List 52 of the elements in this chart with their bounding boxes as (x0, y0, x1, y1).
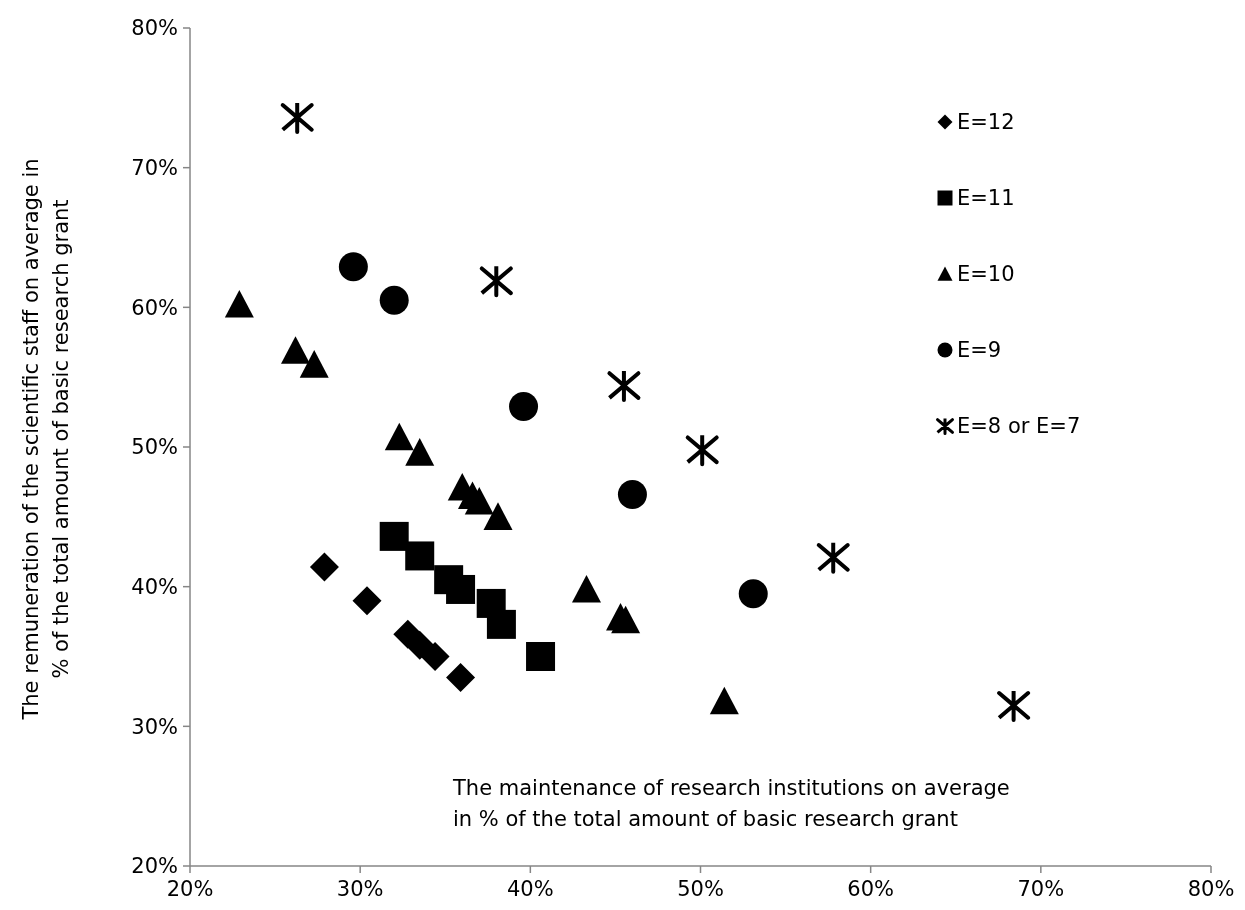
point (379, 285, 409, 315)
point (571, 574, 601, 603)
point (738, 579, 768, 609)
legend-label: E=10 (957, 262, 1015, 287)
point (685, 433, 719, 467)
point (405, 630, 435, 660)
x-tick-label: 60% (847, 877, 895, 901)
point (309, 552, 339, 582)
legend-label: E=11 (957, 186, 1015, 211)
point (446, 574, 476, 604)
y-tick-label: 70% (131, 156, 178, 181)
point (281, 336, 310, 364)
x-tick-label: 20% (166, 877, 214, 901)
point (509, 392, 539, 421)
y-tick-label: 30% (131, 714, 178, 739)
point (526, 642, 556, 671)
y-axis-title: The remuneration of the scientific staff on average in % of the total amount of basic research grant (19, 158, 73, 721)
point (479, 264, 513, 298)
x-tick-label: 80% (1187, 877, 1235, 901)
y-tick-label: 50% (131, 435, 178, 460)
point (464, 486, 494, 515)
x-tick-label: 50% (677, 877, 724, 901)
x-tick-label: 40% (506, 877, 554, 901)
point (486, 609, 516, 639)
point (617, 480, 647, 509)
point (997, 688, 1031, 722)
point (224, 290, 254, 318)
point (611, 605, 641, 634)
y-tick-label: 60% (131, 295, 178, 320)
point (352, 586, 382, 616)
x-tick-label: 30% (336, 877, 384, 901)
point (280, 100, 314, 134)
x-axis-title: The maintenance of research institutions on average in % of the total amount of basic research grant (452, 776, 1010, 831)
point (405, 541, 435, 571)
x-tick-label: 70% (1017, 877, 1065, 901)
point (405, 438, 435, 466)
point (420, 642, 450, 671)
legend-label: E=12 (957, 110, 1015, 135)
y-tick-label: 80% (131, 16, 178, 41)
y-tick-label: 40% (131, 575, 178, 600)
point (379, 521, 409, 551)
y-tick-label: 20% (131, 854, 178, 879)
point (816, 540, 850, 574)
point (709, 686, 739, 715)
point (607, 369, 641, 403)
point (384, 422, 414, 451)
point (299, 350, 329, 378)
point (446, 662, 476, 692)
point (483, 502, 513, 530)
legend-label: E=9 (957, 338, 1002, 363)
point (338, 252, 368, 282)
legend-label: E=8 or E=7 (957, 414, 1081, 439)
